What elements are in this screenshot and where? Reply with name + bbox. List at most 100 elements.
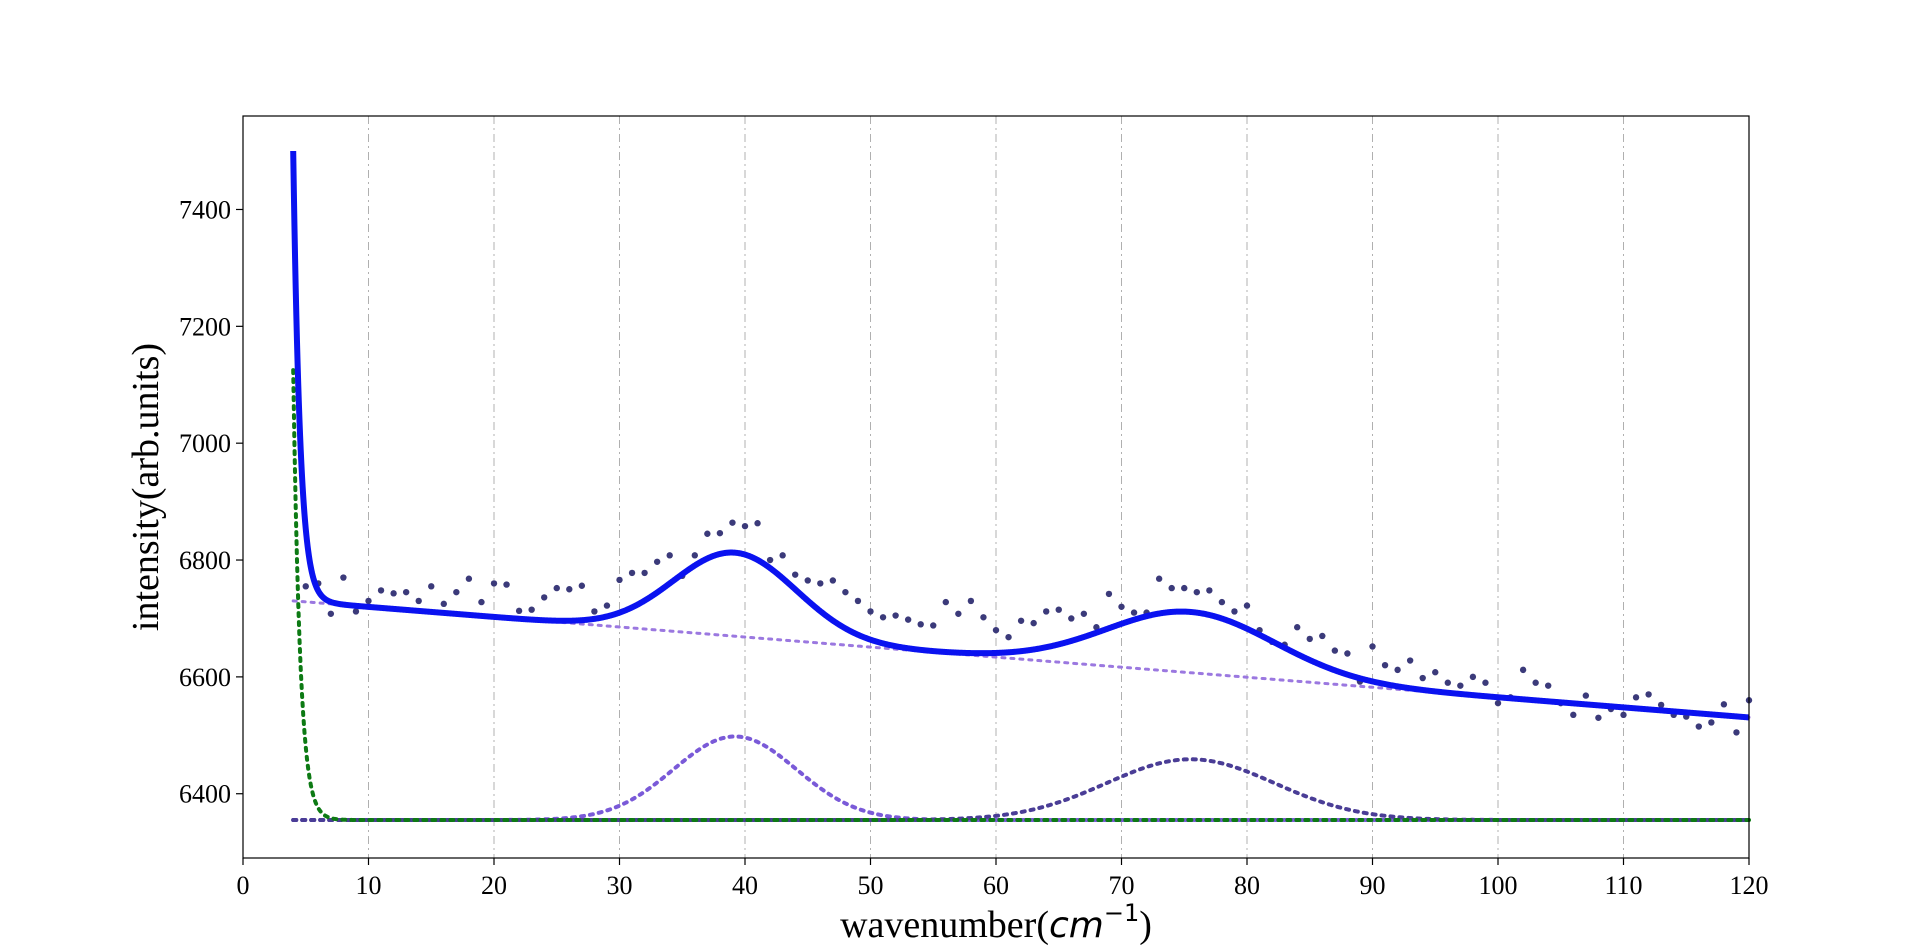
data-point [1218, 598, 1226, 606]
data-point [766, 556, 774, 564]
data-point [541, 594, 548, 601]
data-point [930, 622, 937, 629]
x-tick-label: 60 [983, 871, 1009, 900]
grid-lines [368, 116, 1624, 858]
data-point [1331, 647, 1339, 654]
data-point [616, 576, 623, 584]
data-point [1369, 643, 1376, 650]
data-point [691, 552, 698, 559]
data-point [591, 608, 598, 615]
data-point [1406, 657, 1414, 664]
data-point [1155, 575, 1163, 582]
x-tick-label: 110 [1604, 871, 1642, 900]
y-axis-label: intensity(arb.units) [125, 343, 167, 631]
y-tick-label: 6600 [179, 663, 231, 692]
data-point [1394, 666, 1401, 674]
x-axis-label-text: wavenumber( [840, 904, 1049, 946]
data-points [290, 150, 1753, 736]
data-point [1708, 719, 1715, 726]
data-point [779, 552, 786, 559]
data-point [302, 583, 309, 590]
data-point [955, 610, 962, 617]
data-point [1206, 587, 1213, 594]
data-point [1519, 666, 1527, 674]
data-point [867, 608, 874, 615]
x-axis-unit-exponent: −1 [1104, 899, 1139, 927]
data-point [566, 586, 573, 593]
x-tick-label: 0 [237, 871, 250, 900]
data-point [804, 577, 811, 584]
data-point [1532, 679, 1539, 686]
data-point [1017, 617, 1025, 624]
data-point [478, 598, 485, 606]
data-point [904, 616, 912, 623]
data-point [1381, 662, 1389, 669]
data-point [503, 581, 510, 588]
elastic-curve [291, 368, 1751, 823]
data-point [704, 530, 711, 537]
x-axis-unit: cm [1049, 905, 1104, 946]
data-point [741, 522, 749, 530]
data-point [428, 583, 435, 590]
data-point [729, 519, 736, 526]
data-point [415, 597, 422, 605]
data-point [829, 577, 837, 584]
axis-ticks: 0 10 20 30 40 50 60 70 80 90 100 110 120 6400 6600 6800… [179, 195, 1769, 900]
data-point [1168, 584, 1175, 592]
data-point [465, 575, 473, 582]
data-point [892, 612, 899, 619]
y-tick-label: 7200 [179, 312, 231, 341]
data-point [1080, 610, 1088, 617]
data-point [942, 598, 949, 606]
data-point [1130, 609, 1138, 616]
data-point [1294, 624, 1301, 631]
y-tick-label: 6800 [179, 546, 231, 575]
data-point [666, 552, 673, 559]
data-point [641, 569, 648, 577]
data-point [1482, 679, 1489, 686]
data-point [716, 529, 724, 537]
data-point [515, 607, 523, 615]
data-point [879, 614, 887, 621]
x-tick-label: 50 [858, 871, 884, 900]
data-point [340, 574, 347, 581]
data-point [1432, 669, 1439, 676]
x-tick-label: 10 [356, 871, 382, 900]
data-point [453, 588, 460, 596]
data-point [603, 602, 611, 609]
data-point [352, 608, 360, 615]
data-point [1105, 590, 1113, 598]
data-point [1620, 711, 1627, 719]
data-point [1570, 711, 1577, 719]
data-point [578, 582, 586, 589]
data-point [1068, 615, 1075, 622]
data-point [992, 626, 1000, 634]
data-point [327, 610, 335, 617]
data-point [1344, 650, 1351, 657]
data-point [754, 520, 761, 527]
data-point [1181, 584, 1188, 592]
data-point [792, 571, 799, 578]
data-point [553, 584, 560, 592]
data-point [1545, 682, 1552, 689]
y-tick-label: 6400 [179, 780, 231, 809]
x-tick-label: 20 [481, 871, 507, 900]
data-point [377, 587, 385, 594]
y-tick-label: 7000 [179, 429, 231, 458]
x-tick-label: 90 [1360, 871, 1386, 900]
data-point [1005, 633, 1012, 641]
data-point [1193, 588, 1201, 596]
data-point [980, 614, 987, 621]
x-tick-label: 80 [1234, 871, 1260, 900]
data-point [490, 580, 498, 587]
data-point [1319, 632, 1326, 640]
x-tick-label: 70 [1109, 871, 1135, 900]
x-axis-label: wavenumber(cm−1) [840, 899, 1152, 946]
data-point [365, 597, 372, 605]
data-point [1582, 692, 1590, 699]
peak-2-curve [291, 757, 1751, 823]
total-fit-curve [290, 150, 1752, 721]
data-point [1043, 608, 1050, 615]
data-point [1457, 682, 1464, 689]
x-tick-label: 120 [1730, 871, 1769, 900]
